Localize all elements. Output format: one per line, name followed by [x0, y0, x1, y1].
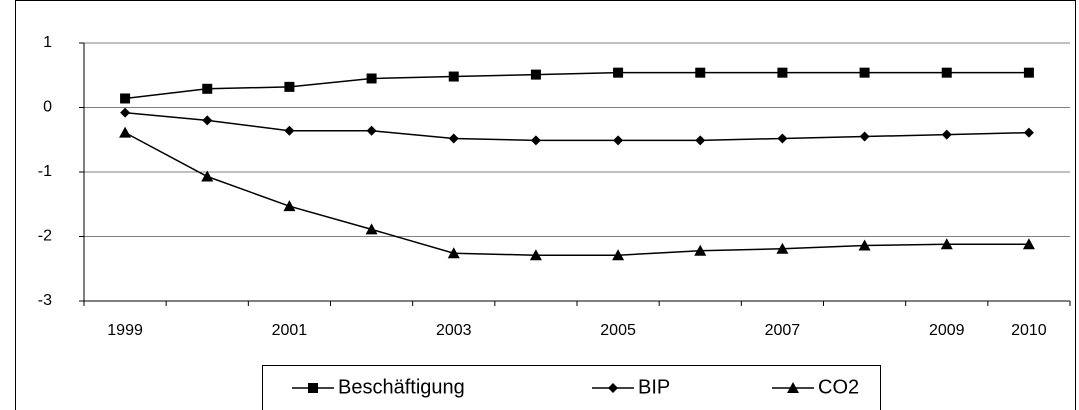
marker [940, 238, 953, 250]
marker [695, 67, 706, 78]
marker [202, 115, 213, 126]
marker [695, 135, 706, 146]
marker [448, 71, 459, 82]
marker [284, 81, 295, 92]
y-tick-label: 0 [43, 99, 52, 116]
y-tick-label: -2 [38, 228, 52, 245]
x-tick-label: 2005 [600, 322, 636, 339]
series-line [124, 131, 1029, 256]
legend-label: Beschäftigung [338, 376, 465, 398]
marker [613, 67, 624, 78]
marker [776, 242, 789, 254]
marker [284, 125, 295, 136]
marker [365, 223, 378, 235]
marker [530, 69, 541, 80]
x-tick-label: 1999 [107, 322, 143, 339]
marker [120, 107, 131, 118]
marker [613, 135, 624, 146]
y-tick-label: 1 [43, 34, 52, 51]
marker [120, 93, 131, 104]
marker [858, 239, 871, 251]
legend-label: CO2 [818, 376, 859, 398]
marker [859, 131, 870, 142]
legend-marker [608, 383, 618, 393]
x-tick-label: 2009 [929, 322, 965, 339]
legend-marker [308, 383, 318, 393]
y-tick-label: -1 [38, 163, 52, 180]
marker [366, 125, 377, 136]
marker [448, 133, 459, 144]
marker [777, 133, 788, 144]
marker [941, 67, 952, 78]
x-tick-label: 2001 [272, 322, 308, 339]
marker [530, 135, 541, 146]
marker [119, 126, 132, 138]
x-tick-label: 2003 [436, 322, 472, 339]
series-line [124, 71, 1029, 100]
marker [529, 249, 542, 261]
marker [612, 249, 625, 261]
marker [366, 73, 377, 84]
marker [1023, 67, 1034, 78]
x-tick-label: 2007 [765, 322, 801, 339]
marker [859, 67, 870, 78]
marker [447, 247, 460, 259]
legend-marker [787, 382, 799, 393]
marker [1023, 127, 1034, 138]
y-tick-label: -3 [38, 292, 52, 309]
marker [777, 67, 788, 78]
series-line [125, 111, 1029, 142]
marker [1022, 238, 1035, 250]
legend-label: BIP [638, 376, 670, 398]
marker [202, 83, 213, 94]
marker [694, 244, 707, 256]
marker [283, 200, 296, 212]
x-tick-label: 2010 [1011, 322, 1047, 339]
marker [201, 170, 214, 182]
marker [941, 129, 952, 140]
chart-frame [15, 0, 1076, 410]
